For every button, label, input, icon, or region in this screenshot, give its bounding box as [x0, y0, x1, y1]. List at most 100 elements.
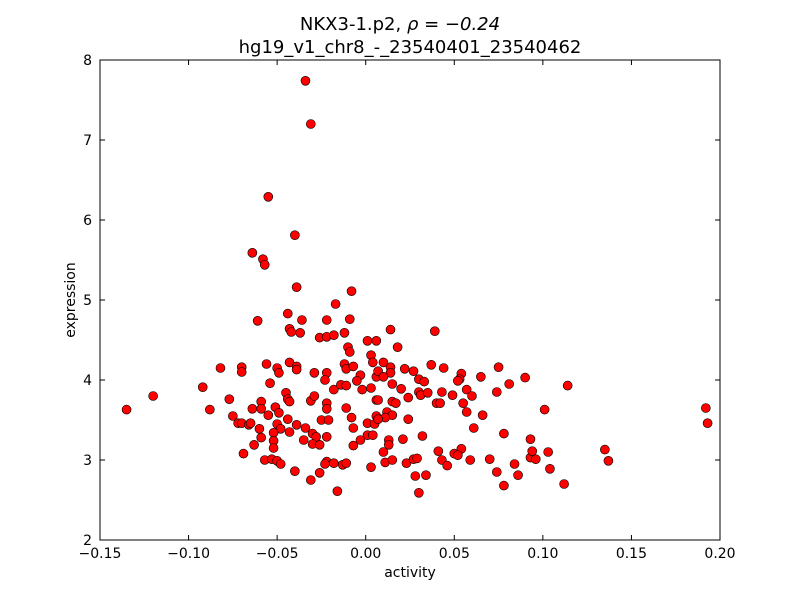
data-point [559, 479, 569, 489]
data-point [414, 487, 424, 498]
data-point [268, 443, 279, 453]
data-point [491, 387, 502, 397]
data-point [410, 471, 421, 481]
data-point [453, 450, 463, 461]
data-point [329, 384, 339, 395]
data-point [314, 467, 325, 478]
y-axis-label: expression [63, 262, 79, 338]
data-point [275, 459, 286, 469]
x-tick-label: −0.15 [79, 546, 122, 562]
data-point [224, 394, 235, 405]
data-point [346, 412, 357, 423]
data-point [300, 423, 311, 433]
data-point [438, 363, 449, 373]
data-point [261, 359, 272, 369]
chart-subtitle: hg19_v1_chr8_-_23540401_23540462 [239, 37, 582, 58]
chart-title-rho: ρ = −0.24 [407, 14, 500, 35]
data-point [387, 455, 398, 465]
data-point [476, 371, 486, 382]
data-point [484, 454, 495, 465]
data-point [348, 423, 359, 433]
data-point [399, 363, 410, 374]
data-point [215, 363, 226, 373]
data-point [238, 448, 249, 459]
data-point [357, 384, 367, 395]
chart-title-prefix: NKX3-1.p2, [300, 14, 407, 35]
data-point [392, 342, 403, 353]
y-tick-label: 2 [83, 533, 92, 549]
data-point [600, 444, 610, 455]
data-point [426, 359, 437, 370]
data-point [346, 286, 357, 297]
data-point [321, 403, 332, 414]
data-point [562, 380, 573, 391]
data-point [300, 76, 311, 86]
data-point [398, 434, 408, 445]
data-point [291, 282, 302, 293]
data-point [461, 384, 472, 395]
x-tick-label: 0.00 [350, 546, 381, 562]
data-point [603, 455, 614, 466]
data-point [252, 315, 263, 326]
data-point [314, 439, 325, 450]
data-point [545, 463, 555, 474]
data-point [419, 376, 429, 387]
data-point [341, 380, 352, 391]
data-point [263, 192, 274, 202]
data-point [465, 455, 476, 465]
data-point [265, 378, 275, 389]
x-tick-label: 0.05 [439, 546, 470, 562]
data-point [259, 259, 270, 270]
data-point [339, 327, 350, 338]
data-point [453, 375, 463, 386]
data-point [254, 423, 265, 434]
data-point [290, 230, 300, 240]
data-point [291, 419, 302, 430]
data-point [371, 335, 382, 346]
data-point [527, 446, 538, 457]
y-tick-label: 5 [83, 293, 92, 309]
data-point [539, 404, 550, 415]
data-point [378, 357, 389, 368]
data-point [373, 395, 383, 405]
data-point [263, 410, 274, 421]
data-point [305, 119, 316, 129]
data-point [329, 330, 339, 341]
data-point [320, 375, 330, 385]
data-point [403, 392, 414, 403]
data-point [355, 435, 366, 445]
data-points [121, 76, 713, 498]
data-point [701, 403, 711, 413]
data-point [291, 364, 302, 375]
data-point [477, 410, 488, 421]
data-point [330, 299, 341, 309]
data-point [499, 480, 509, 491]
data-point [341, 403, 352, 413]
data-point [256, 432, 267, 443]
data-point [332, 486, 343, 497]
x-tick-label: 0.20 [704, 546, 735, 562]
data-point [205, 404, 215, 415]
data-point [341, 458, 352, 469]
data-point [321, 315, 332, 325]
data-point [391, 398, 401, 409]
data-point [403, 414, 414, 425]
data-point [447, 390, 458, 401]
data-point [256, 403, 267, 414]
data-point [348, 440, 359, 451]
data-point [378, 371, 389, 382]
data-point [247, 248, 258, 258]
data-point [249, 439, 259, 450]
data-point [437, 387, 447, 397]
x-tick-label: 0.15 [616, 546, 647, 562]
data-point [148, 391, 158, 401]
data-point [373, 414, 383, 425]
data-point [305, 475, 316, 485]
data-point [504, 379, 515, 389]
data-point [309, 367, 320, 378]
data-point [367, 430, 378, 441]
data-point [323, 415, 334, 425]
data-point [197, 382, 208, 393]
x-tick-label: 0.10 [527, 546, 558, 562]
data-point [245, 418, 256, 429]
